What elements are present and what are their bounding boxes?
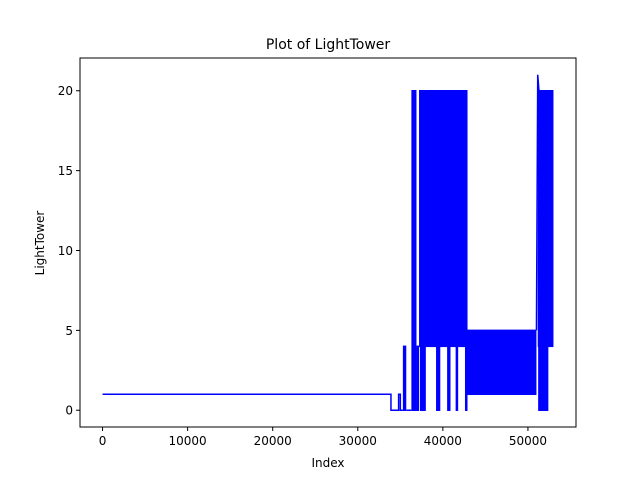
x-tick-label: 40000 bbox=[424, 434, 462, 448]
x-tick-label: 0 bbox=[99, 434, 107, 448]
series-line-segment bbox=[102, 393, 403, 411]
series-oscillation-band bbox=[464, 90, 468, 411]
x-tick-label: 10000 bbox=[169, 434, 207, 448]
x-tick-label: 20000 bbox=[254, 434, 292, 448]
series-oscillation-band bbox=[466, 329, 537, 396]
series-oscillation-band bbox=[455, 90, 459, 411]
series-line-segment bbox=[535, 74, 540, 331]
series-oscillation-band bbox=[447, 90, 451, 411]
y-axis-label: LightTower bbox=[33, 211, 47, 276]
x-tick-label: 50000 bbox=[509, 434, 547, 448]
y-tick-label: 0 bbox=[65, 404, 73, 418]
y-tick-label: 15 bbox=[58, 164, 73, 178]
x-axis: 0 10000 20000 30000 40000 50000 bbox=[99, 427, 547, 448]
series-oscillation-band bbox=[402, 345, 407, 411]
x-axis-label: Index bbox=[311, 456, 344, 470]
y-axis: 0 5 10 15 20 bbox=[58, 84, 80, 418]
series-line bbox=[102, 74, 554, 411]
x-tick-label: 30000 bbox=[339, 434, 377, 448]
series-oscillation-band bbox=[537, 90, 554, 348]
series-oscillation-band bbox=[436, 90, 441, 411]
series-oscillation-band bbox=[419, 90, 467, 348]
y-tick-label: 5 bbox=[65, 324, 73, 338]
series-oscillation-band bbox=[416, 345, 420, 411]
chart-title: Plot of LightTower bbox=[266, 37, 391, 53]
series-oscillation-band bbox=[411, 90, 417, 411]
series-oscillation-band bbox=[419, 90, 426, 411]
axes-frame bbox=[79, 57, 577, 428]
plot-area bbox=[102, 74, 554, 411]
y-tick-label: 20 bbox=[58, 84, 73, 98]
series-oscillation-band bbox=[538, 329, 549, 411]
y-tick-label: 10 bbox=[58, 244, 73, 258]
